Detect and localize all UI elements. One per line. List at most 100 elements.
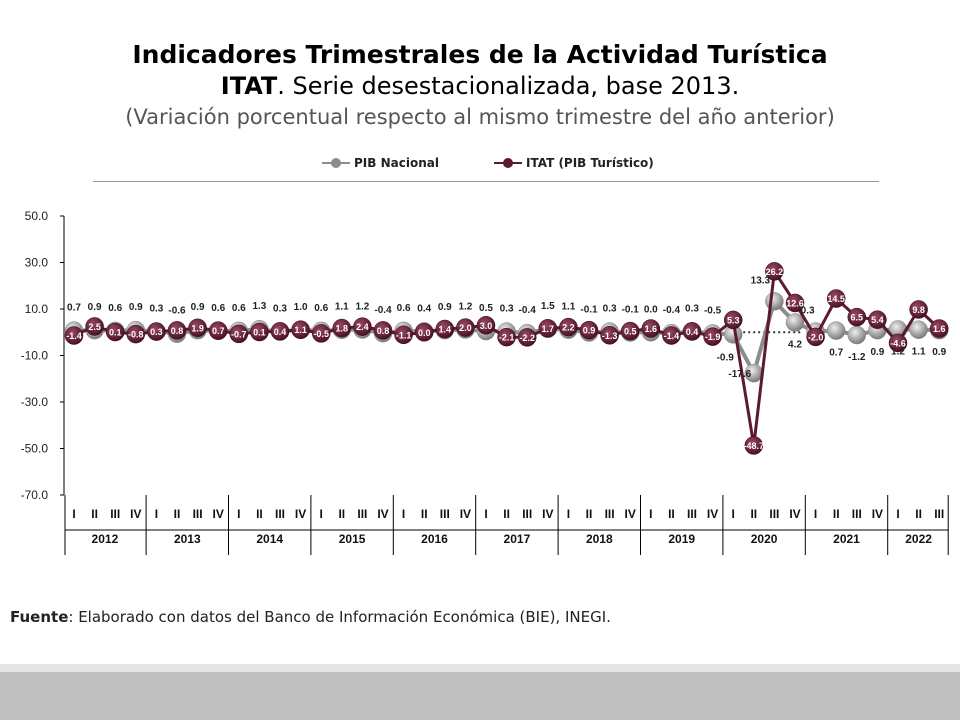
itat-point	[332, 318, 352, 338]
y-tick-label: -30.0	[21, 395, 49, 409]
itat-data-label: 1.6	[645, 324, 658, 334]
itat-data-label: 0.9	[583, 326, 596, 336]
itat-data-label: -1.4	[664, 331, 680, 341]
legend-pib-marker	[322, 156, 350, 170]
subtitle-bold: ITAT	[220, 72, 278, 100]
pib-point	[785, 313, 805, 332]
itat-point	[85, 317, 104, 336]
itat-point	[517, 328, 537, 347]
pib-data-label: 1.2	[355, 301, 369, 312]
x-quarter-label: III	[522, 507, 532, 521]
y-tick-label: -50.0	[21, 442, 49, 456]
x-quarter-label: I	[402, 507, 405, 521]
pib-data-label: 1.3	[252, 301, 266, 312]
itat-data-label: 5.3	[727, 315, 740, 325]
pib-data-label: 0.3	[149, 304, 163, 315]
itat-data-label: -0.7	[231, 329, 247, 339]
legend-pib-label: PIB Nacional	[354, 156, 439, 170]
pib-data-label: 0.9	[932, 347, 946, 358]
itat-point	[723, 310, 743, 330]
itat-point	[929, 319, 949, 338]
pib-data-label: -0.4	[374, 305, 392, 316]
itat-point	[888, 333, 908, 353]
itat-data-label: 6.5	[851, 313, 864, 323]
x-quarter-label: III	[687, 507, 697, 521]
x-quarter-label: III	[852, 507, 862, 521]
x-quarter-label: II	[256, 507, 263, 521]
pib-data-label: 0.3	[500, 304, 514, 315]
pib-data-label: 0.7	[829, 348, 843, 359]
itat-point	[703, 327, 722, 346]
x-quarter-label: II	[586, 507, 593, 521]
pib-data-label: -17.6	[728, 369, 751, 380]
x-quarter-label: III	[440, 507, 450, 521]
itat-data-label: 1.9	[191, 323, 204, 333]
itat-data-label: -1.3	[602, 331, 618, 341]
itat-data-label: -1.4	[66, 331, 82, 341]
pib-data-label: -0.1	[580, 304, 598, 315]
itat-point	[414, 323, 434, 342]
itat-data-label: 1.7	[542, 324, 555, 334]
x-quarter-label: III	[193, 507, 203, 521]
itat-point	[847, 307, 867, 327]
itat-point	[105, 322, 125, 342]
x-quarter-label: I	[814, 507, 817, 521]
itat-data-label: 1.1	[294, 325, 307, 335]
itat-point	[64, 326, 84, 345]
footer-strip	[0, 664, 960, 672]
legend-item-itat: ITAT (PIB Turístico)	[494, 152, 654, 174]
x-quarter-label: II	[750, 507, 757, 521]
pib-data-label: 0.4	[417, 303, 431, 314]
pib-data-label: 1.5	[541, 301, 555, 312]
pib-data-label: 4.2	[788, 339, 802, 350]
x-quarter-label: I	[484, 507, 487, 521]
pib-data-label: 0.3	[273, 304, 287, 315]
itat-data-label: 2.4	[356, 322, 369, 332]
itat-point	[826, 289, 846, 308]
itat-data-label: 3.0	[480, 321, 493, 331]
itat-data-label: 0.4	[274, 327, 287, 337]
itat-point	[208, 321, 228, 340]
itat-point	[147, 322, 166, 341]
x-quarter-label: II	[421, 507, 428, 521]
itat-data-label: 1.4	[439, 324, 452, 334]
chart-title: Indicadores Trimestrales de la Actividad…	[132, 40, 828, 69]
itat-point	[641, 319, 661, 338]
pib-data-label: 0.0	[644, 304, 658, 315]
legend: PIB Nacional ITAT (PIB Turístico)	[0, 152, 960, 174]
x-quarter-label: IV	[295, 507, 306, 521]
pib-data-label: 1.1	[561, 302, 575, 313]
x-quarter-label: II	[174, 507, 181, 521]
itat-point	[476, 316, 496, 335]
itat-line	[73, 267, 941, 446]
x-quarter-label: IV	[542, 507, 553, 521]
x-quarter-label: IV	[707, 507, 718, 521]
pib-data-label: -0.5	[704, 305, 722, 316]
pib-data-label: -0.9	[717, 352, 735, 363]
y-tick-label: -70.0	[21, 488, 49, 502]
itat-point	[868, 310, 887, 329]
x-quarter-label: III	[110, 507, 120, 521]
itat-point	[353, 317, 372, 336]
itat-point	[497, 327, 516, 347]
x-quarter-label: II	[833, 507, 840, 521]
x-quarter-label: IV	[377, 507, 388, 521]
pib-data-label: 0.6	[397, 303, 411, 314]
x-year-label: 2020	[751, 532, 778, 546]
pib-data-label: 1.1	[912, 347, 926, 358]
itat-data-label: 0.5	[624, 327, 637, 337]
itat-point	[373, 321, 393, 340]
x-quarter-label: I	[320, 507, 323, 521]
pib-point	[847, 325, 867, 345]
y-tick-label: 30.0	[25, 256, 49, 270]
pib-data-label: 0.6	[211, 303, 225, 314]
chart-description: (Variación porcentual respecto al mismo …	[125, 105, 835, 129]
x-quarter-label: II	[338, 507, 345, 521]
data-labels-layer: 0.7 0.9 0.6 0.9 0.3 -0.6 0.9 0.6 0.6 1.3 0.3 1.0 0.6…	[66, 267, 946, 451]
itat-point	[456, 318, 475, 337]
itat-point	[394, 325, 413, 345]
itat-point	[600, 326, 619, 345]
itat-data-label: 0.8	[377, 326, 390, 336]
line-chart: 50.030.010.0-10.0-30.0-50.0-70.0I II III IV…	[21, 209, 949, 555]
chart-subtitle: ITAT. Serie desestacionalizada, base 201…	[0, 72, 960, 100]
